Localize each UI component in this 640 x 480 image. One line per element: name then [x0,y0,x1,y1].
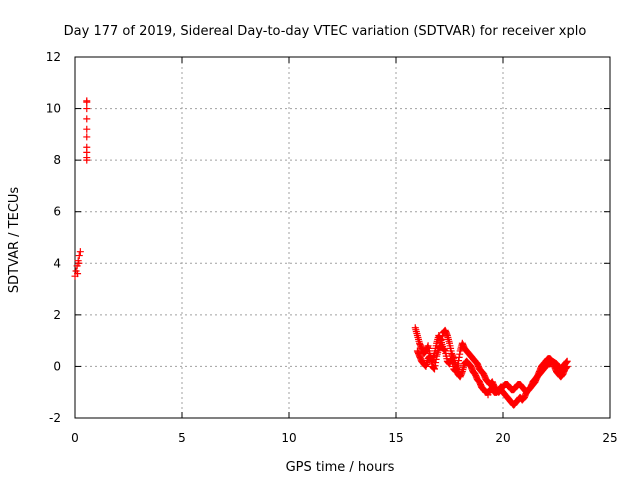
tick-labels: 0 5 10 15 20 25 -2 0 2 4 6 8 10 12 [46,50,618,445]
y-tick-label: 6 [53,205,61,219]
y-tick-label: 12 [46,50,61,64]
y-tick-label: 10 [46,102,61,116]
y-tick-label: 4 [53,256,61,270]
data-point [76,248,84,256]
data-point [83,156,91,164]
y-tick-label: 0 [53,359,61,373]
data-point [75,259,83,267]
plot-frame [74,56,611,419]
data-point [499,383,507,391]
data-point [83,98,91,106]
y-tick-label: 8 [53,153,61,167]
data-point [83,115,91,123]
x-tick-label: 10 [281,431,296,445]
grid-lines [75,57,610,418]
y-axis-label: SDTVAR / TECUs [7,187,22,294]
data-point [83,105,91,113]
x-tick-label: 25 [602,431,617,445]
x-tick-label: 20 [495,431,510,445]
data-point [75,252,83,260]
data-point [74,270,82,278]
data-point [83,125,91,133]
x-tick-label: 0 [71,431,79,445]
x-axis-label: GPS time / hours [286,460,395,475]
data-point [563,362,571,370]
axes [74,56,611,419]
x-tick-label: 15 [388,431,403,445]
y-tick-label: 2 [53,308,61,322]
y-tick-label: -2 [49,411,61,425]
chart-title: Day 177 of 2019, Sidereal Day-to-day VTE… [64,24,587,39]
data-point [83,133,91,141]
x-tick-label: 5 [178,431,186,445]
data-points [71,97,571,409]
